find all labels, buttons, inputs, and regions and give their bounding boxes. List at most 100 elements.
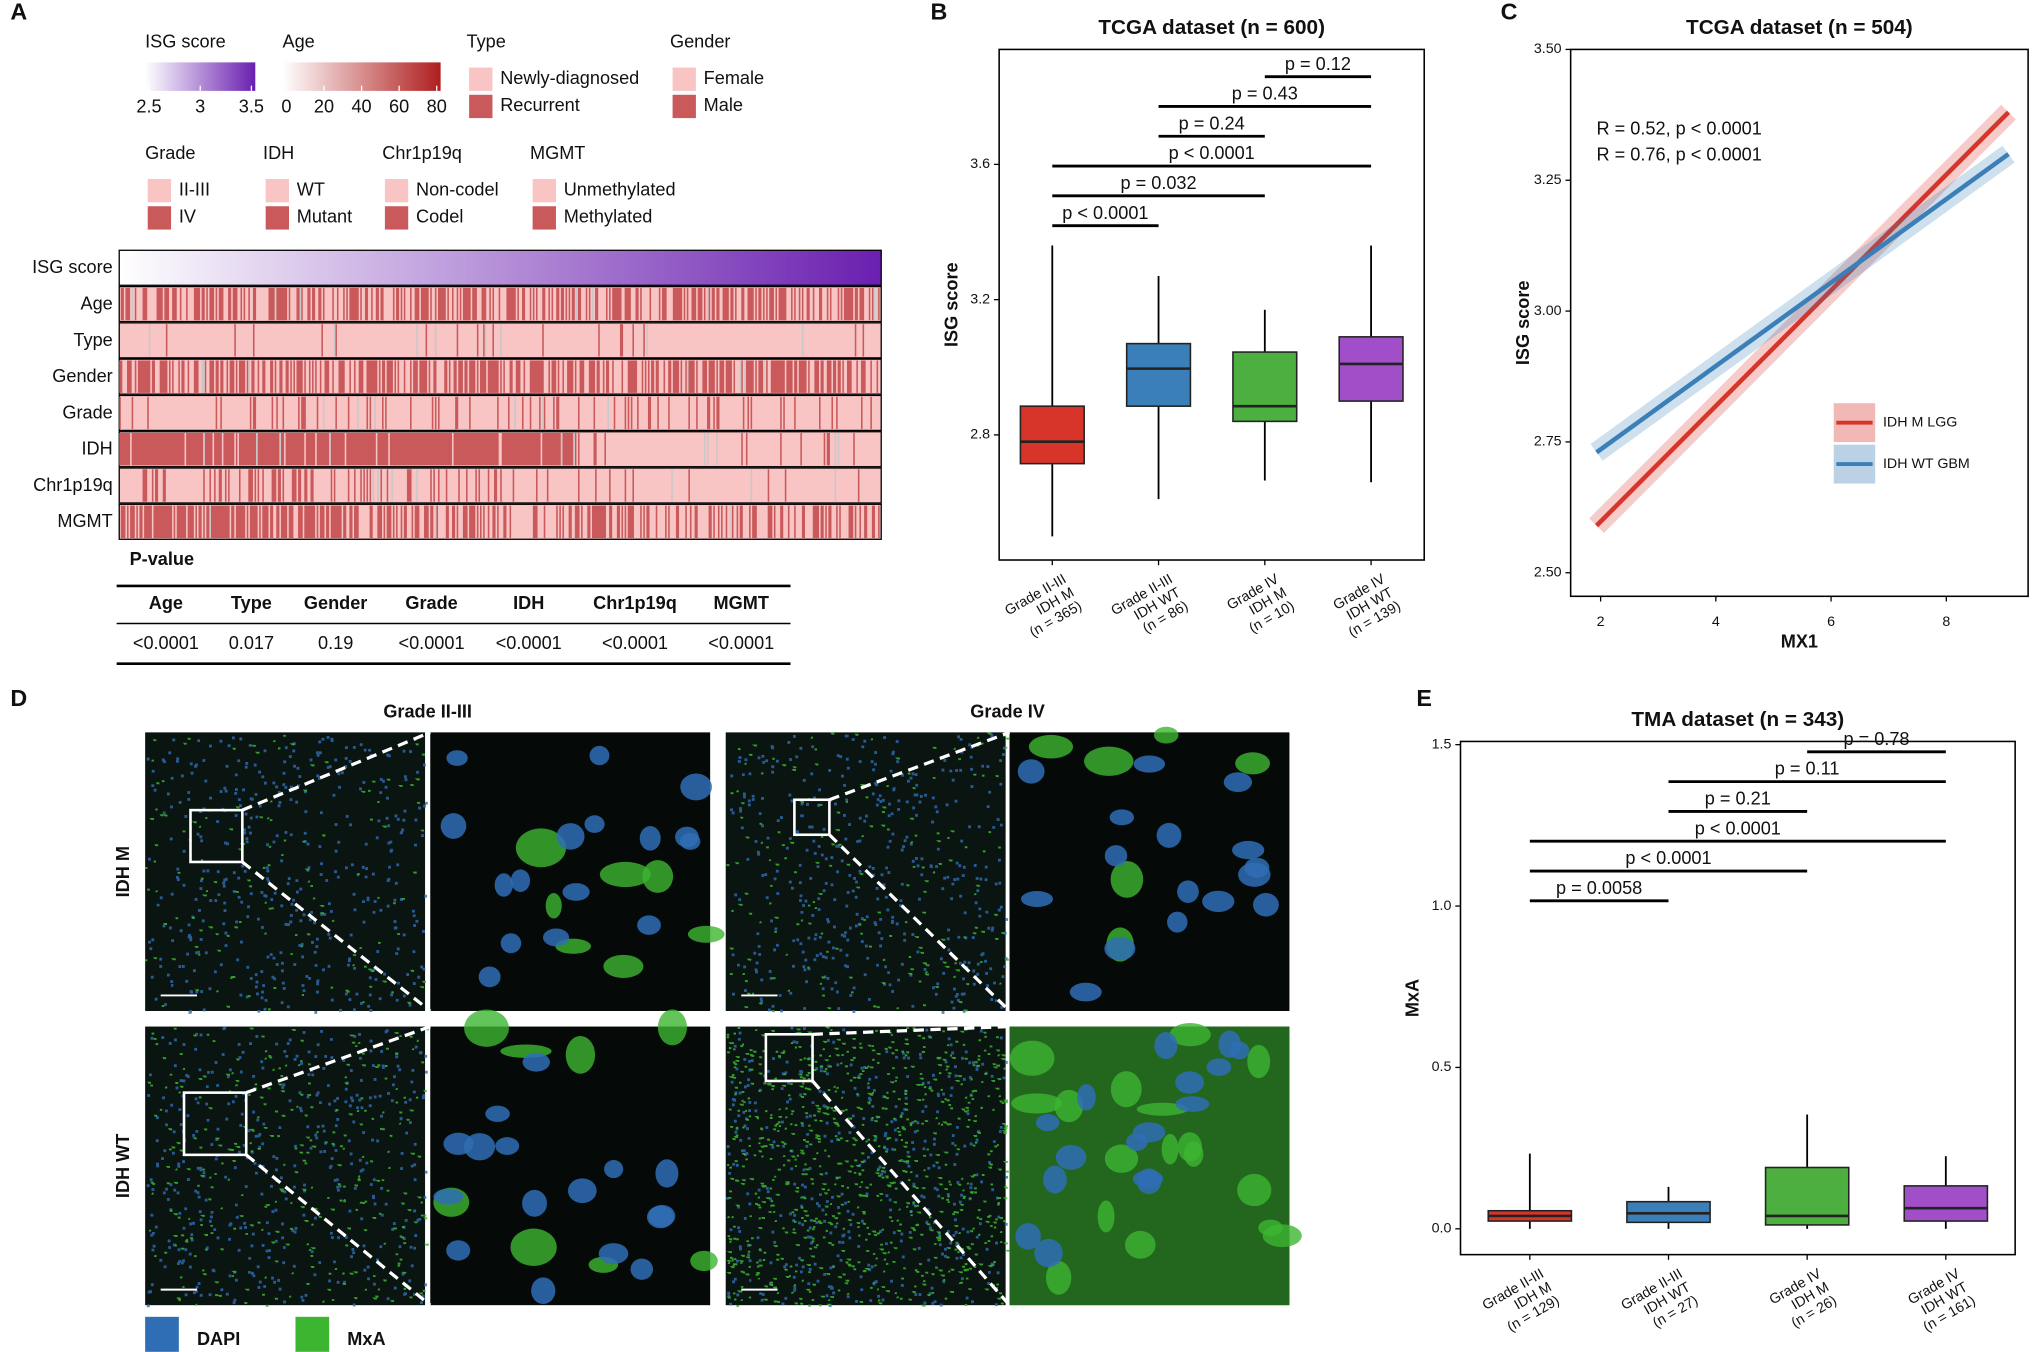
y-tick-label: 3.50 bbox=[1534, 41, 1562, 57]
mxa-blob bbox=[642, 860, 674, 893]
nuclei-dots bbox=[730, 733, 1009, 1014]
mxa-blob bbox=[1054, 1089, 1084, 1123]
legend-key bbox=[672, 67, 696, 91]
legend-label: DAPI bbox=[197, 1329, 240, 1349]
legend-key bbox=[295, 1316, 330, 1352]
legend-key bbox=[469, 94, 493, 119]
scale-tick-label: 3 bbox=[195, 97, 205, 117]
legend-key bbox=[532, 179, 556, 203]
legend-label: Unmethylated bbox=[564, 179, 676, 199]
regression-line bbox=[1595, 152, 2010, 455]
nucleus bbox=[1043, 1165, 1067, 1194]
nucleus bbox=[1232, 840, 1265, 860]
mxa-blob bbox=[603, 954, 644, 978]
panel-label: D bbox=[10, 685, 27, 711]
y-tick-label: 1.0 bbox=[1432, 898, 1452, 914]
legend-key bbox=[672, 94, 696, 119]
legend-label: Codel bbox=[416, 207, 463, 227]
nucleus bbox=[1177, 880, 1199, 903]
y-tick-label: 3.00 bbox=[1534, 303, 1562, 319]
heatmap-row-label: MGMT bbox=[57, 511, 112, 531]
nucleus bbox=[1069, 982, 1102, 1002]
plot-frame bbox=[998, 48, 1425, 561]
heatmap-row-label: ISG score bbox=[32, 257, 113, 277]
scale-bar-label: 100um bbox=[750, 1279, 770, 1286]
nucleus bbox=[680, 832, 701, 850]
nucleus bbox=[1206, 1058, 1232, 1076]
legend-label: Female bbox=[704, 68, 764, 88]
comparison-label: p = 0.21 bbox=[1705, 789, 1771, 809]
y-tick-label: 3.25 bbox=[1534, 172, 1562, 188]
mxa-blob bbox=[1084, 746, 1134, 776]
mxa-blob bbox=[1169, 1022, 1211, 1047]
mxa-blob bbox=[687, 925, 725, 943]
mxa-blob bbox=[1011, 1093, 1063, 1114]
mxa-blob bbox=[510, 1228, 557, 1266]
heatmap-stripes bbox=[142, 469, 860, 502]
table-header: Type bbox=[231, 593, 272, 613]
nucleus bbox=[630, 1258, 654, 1280]
nucleus bbox=[604, 1160, 624, 1179]
nucleus bbox=[1253, 893, 1279, 917]
micrograph bbox=[145, 732, 426, 1011]
legend-key bbox=[147, 179, 172, 203]
nucleus bbox=[1175, 1071, 1205, 1094]
regression-line bbox=[1594, 110, 2011, 528]
heatmap-row-label: Age bbox=[80, 294, 112, 314]
mxa-blob bbox=[464, 1009, 509, 1047]
legend-title: ISG score bbox=[145, 32, 226, 52]
y-axis-label: ISG score bbox=[941, 262, 961, 347]
table-header: Age bbox=[149, 593, 183, 613]
comparison-label: p = 0.12 bbox=[1285, 54, 1351, 74]
legend-key bbox=[265, 206, 289, 230]
legend-key bbox=[532, 206, 556, 230]
nucleus bbox=[1126, 1132, 1148, 1151]
mxa-blob bbox=[1046, 1260, 1072, 1295]
mxa-blob bbox=[1258, 1219, 1283, 1236]
mxa-blob bbox=[1104, 1144, 1139, 1173]
comparison-label: p = 0.0058 bbox=[1556, 878, 1642, 898]
scale-tick-label: 20 bbox=[314, 97, 334, 117]
nucleus bbox=[1218, 1030, 1241, 1058]
micrograph bbox=[725, 1026, 1006, 1306]
nucleus bbox=[1077, 1084, 1096, 1111]
nucleus bbox=[522, 1052, 550, 1072]
nucleus bbox=[510, 869, 531, 892]
mxa-blob bbox=[515, 828, 567, 868]
y-axis-label: MxA bbox=[1403, 979, 1423, 1017]
legend-key bbox=[145, 1316, 179, 1352]
legend-title: IDH bbox=[263, 143, 294, 163]
nucleus bbox=[1238, 862, 1271, 887]
nucleus bbox=[433, 1188, 464, 1205]
nucleus bbox=[1109, 809, 1134, 826]
nucleus bbox=[1021, 890, 1054, 908]
scale-bar-label: 100um bbox=[750, 984, 770, 991]
x-tick-label: Grade II-IIIIDH WT(n = 27) bbox=[1618, 1265, 1701, 1340]
nucleus bbox=[542, 928, 570, 947]
comparison-label: p < 0.0001 bbox=[1169, 143, 1255, 163]
nucleus bbox=[584, 815, 605, 833]
legend-label: IDH WT GBM bbox=[1883, 456, 1970, 472]
heatmap-row-label: IDH bbox=[82, 439, 113, 459]
y-tick-label: 2.8 bbox=[970, 427, 990, 443]
scale-tick-label: 3.5 bbox=[239, 97, 264, 117]
legend-title: Grade bbox=[145, 143, 195, 163]
mxa-blob bbox=[1177, 1132, 1202, 1162]
mxa-blob bbox=[1154, 726, 1179, 744]
nucleus bbox=[1055, 1144, 1087, 1170]
legend-label: IV bbox=[179, 207, 197, 227]
mxa-blob bbox=[545, 892, 562, 919]
legend-key bbox=[384, 179, 409, 203]
mxa-blob bbox=[1124, 1230, 1156, 1259]
legend-label: II-III bbox=[179, 179, 210, 199]
x-tick-label: Grade II-IIIIDH M(n = 365) bbox=[1002, 571, 1085, 646]
table-header: Gender bbox=[304, 593, 367, 613]
nucleus bbox=[1104, 845, 1128, 867]
legend-title: MGMT bbox=[530, 143, 585, 163]
nucleus bbox=[478, 966, 501, 988]
nucleus bbox=[1223, 772, 1253, 792]
legend-key bbox=[384, 206, 409, 230]
box bbox=[1125, 342, 1192, 407]
annotation: R = 0.52, p < 0.0001 bbox=[1597, 119, 1762, 139]
